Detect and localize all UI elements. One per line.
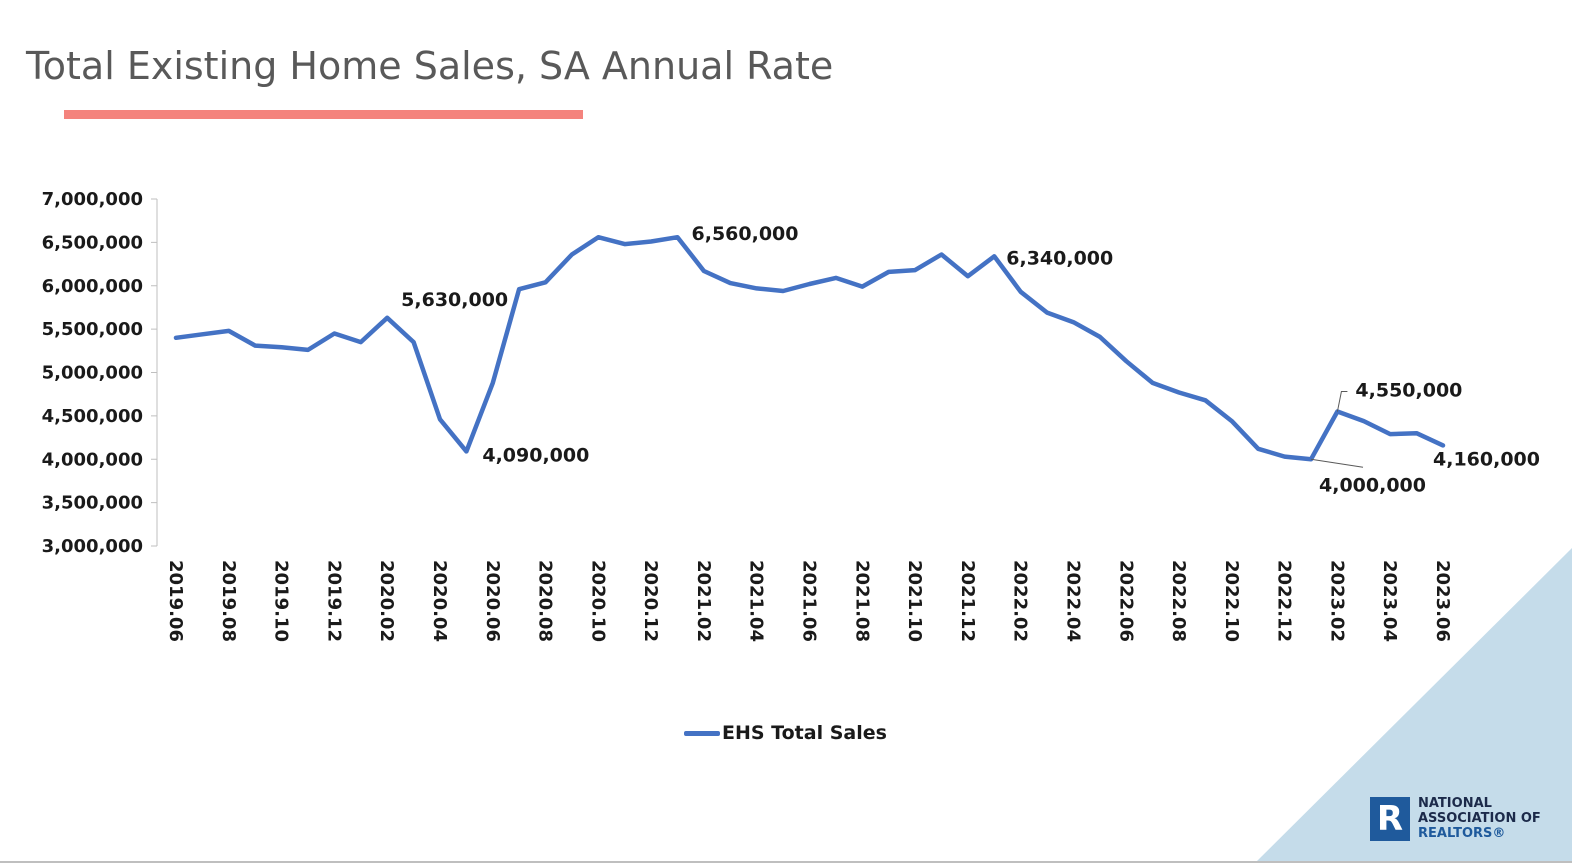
x-tick-label: 2023.02 xyxy=(1326,560,1347,642)
logo-line-2: ASSOCIATION OF xyxy=(1418,811,1541,826)
data-label: 6,340,000 xyxy=(1006,247,1113,269)
x-tick-label: 2022.12 xyxy=(1274,560,1295,642)
x-tick-label: 2023.06 xyxy=(1432,560,1453,642)
x-tick-label: 2019.08 xyxy=(218,560,239,642)
x-tick-label: 2020.04 xyxy=(429,560,450,642)
title-underline xyxy=(64,110,583,119)
chart-legend: EHS Total Sales xyxy=(684,722,887,744)
data-label: 4,090,000 xyxy=(482,444,589,466)
annotation-leader xyxy=(1310,458,1364,468)
y-tick-label: 7,000,000 xyxy=(42,189,143,210)
y-tick-label: 4,000,000 xyxy=(42,449,143,470)
y-tick-label: 4,500,000 xyxy=(42,406,143,427)
legend-label: EHS Total Sales xyxy=(722,722,887,744)
y-tick-label: 5,000,000 xyxy=(42,363,143,384)
y-tick-label: 3,500,000 xyxy=(42,493,143,514)
x-tick-label: 2021.10 xyxy=(904,560,925,642)
x-tick-label: 2022.02 xyxy=(1010,560,1031,642)
x-tick-label: 2020.08 xyxy=(535,560,556,642)
x-tick-label: 2021.02 xyxy=(693,560,714,642)
data-label: 4,160,000 xyxy=(1433,448,1540,470)
page-title: Total Existing Home Sales, SA Annual Rat… xyxy=(26,44,834,88)
nar-logo: R NATIONAL ASSOCIATION OF REALTORS® xyxy=(1370,796,1541,841)
realtor-r-icon: R xyxy=(1370,796,1410,841)
x-tick-label: 2019.06 xyxy=(165,560,186,642)
annotation-leader xyxy=(1336,391,1348,412)
x-tick-label: 2021.06 xyxy=(799,560,820,642)
x-tick-label: 2020.06 xyxy=(482,560,503,642)
x-tick-label: 2021.04 xyxy=(746,560,767,642)
data-label: 4,000,000 xyxy=(1319,474,1426,496)
x-tick-label: 2022.06 xyxy=(1115,560,1136,642)
x-tick-label: 2020.10 xyxy=(587,560,608,642)
x-tick-label: 2021.12 xyxy=(957,560,978,642)
y-tick-label: 3,000,000 xyxy=(42,536,143,557)
bottom-rule xyxy=(0,861,1572,863)
x-tick-label: 2019.12 xyxy=(323,560,344,642)
x-tick-label: 2019.10 xyxy=(271,560,292,642)
series-line-ehs-total-sales xyxy=(173,234,1446,462)
x-tick-label: 2020.12 xyxy=(640,560,661,642)
data-label: 5,630,000 xyxy=(401,289,508,311)
logo-line-3: REALTORS® xyxy=(1418,826,1506,841)
logo-line-1: NATIONAL xyxy=(1418,796,1492,811)
y-tick-label: 6,000,000 xyxy=(42,276,143,297)
x-tick-label: 2022.04 xyxy=(1062,560,1083,642)
y-tick-label: 5,500,000 xyxy=(42,319,143,340)
x-tick-label: 2022.08 xyxy=(1168,560,1189,642)
x-tick-label: 2020.02 xyxy=(376,560,397,642)
data-label: 6,560,000 xyxy=(692,223,799,245)
legend-swatch xyxy=(684,730,720,736)
y-tick-label: 6,500,000 xyxy=(42,232,143,253)
x-tick-label: 2021.08 xyxy=(851,560,872,642)
data-label: 4,550,000 xyxy=(1355,380,1462,402)
line-chart: 3,000,000 3,500,000 4,000,000 4,500,000 5,00… xyxy=(42,189,1540,642)
x-tick-label: 2022.10 xyxy=(1221,560,1242,642)
x-tick-label: 2023.04 xyxy=(1379,560,1400,642)
